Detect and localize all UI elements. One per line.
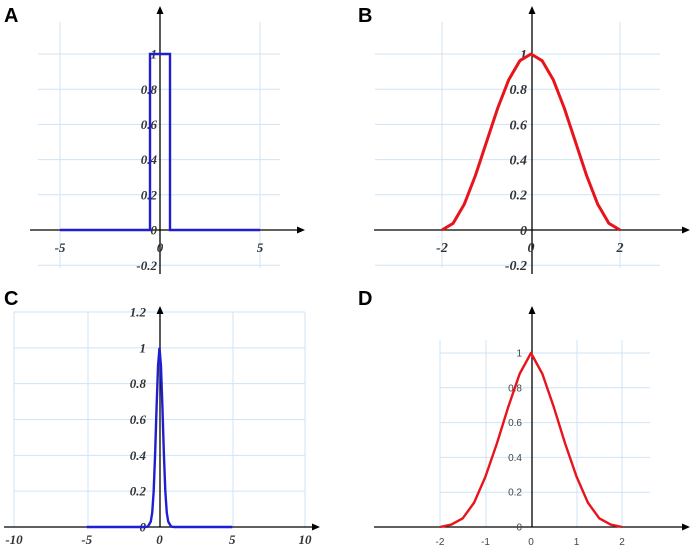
y-tick-label-d-0: 0 [516, 523, 522, 534]
x-tick-label-c-4: 10 [299, 532, 313, 547]
x-tick-label-d-3: 1 [574, 537, 580, 548]
x-axis-arrow-b [682, 226, 690, 234]
panels: -0.200.20.40.60.81-5 0 5-0.200.20.40.60.81… [4, 6, 690, 548]
y-tick-label-c-5: 1 [140, 340, 147, 355]
y-tick-label-c-2: 0.4 [130, 448, 147, 463]
y-tick-label-c-3: 0.6 [130, 412, 147, 427]
x-tick-label-d-0: -2 [436, 537, 445, 548]
y-tick-label-c-4: 0.8 [130, 376, 147, 391]
panel-label-a: A [4, 5, 18, 27]
y-tick-label-b-2: 0.2 [510, 189, 528, 204]
series-line-a-0 [60, 52, 260, 232]
x-axis-arrow-d [682, 523, 690, 531]
x-tick-label-b-1: 0 [528, 241, 535, 256]
x-tick-label-b-2: 2 [616, 241, 624, 256]
y-tick-label-b-4: 0.6 [510, 118, 528, 133]
y-axis-arrow-c [156, 306, 164, 314]
x-tick-label-a-2: 5 [257, 240, 264, 255]
x-axis-arrow-a [297, 226, 305, 234]
y-tick-label-c-6: 1.2 [130, 305, 147, 320]
x-tick-label-a-1: 0 [157, 240, 164, 255]
y-tick-label-a-1: 0 [151, 223, 158, 238]
y-tick-label-d-1: 0.2 [508, 488, 522, 499]
y-tick-label-b-6: 1 [520, 48, 527, 63]
x-axis-arrow-c [312, 523, 320, 531]
x-tick-label-d-4: 2 [619, 537, 625, 548]
x-tick-label-b-0: -2 [436, 241, 448, 256]
y-tick-label-d-2: 0.4 [508, 453, 522, 464]
y-tick-label-c-1: 0.2 [130, 484, 147, 499]
series-line-b-0 [441, 52, 621, 232]
chart-panel-d: 00.20.40.60.81-2 -1 0 1 2 [374, 306, 690, 548]
y-axis-arrow-b [528, 6, 536, 14]
panel-label-b: B [358, 5, 372, 27]
panel-label-c: C [4, 288, 18, 310]
series-line-c-0 [86, 347, 233, 529]
chart-panel-c: 00.20.40.60.811.2-10 -5 0 5 10 [4, 305, 320, 547]
panel-label-d: D [358, 288, 372, 310]
y-tick-label-a-0: -0.2 [136, 258, 157, 273]
y-tick-label-d-3: 0.6 [508, 418, 522, 429]
x-tick-label-c-3: 5 [229, 532, 236, 547]
y-tick-label-d-5: 1 [516, 349, 522, 360]
chart-panel-b: -0.200.20.40.60.81-2 0 2 [374, 6, 690, 274]
series-line-d-0 [439, 351, 623, 529]
y-axis-arrow-d [528, 306, 536, 314]
x-tick-label-d-1: -1 [481, 537, 490, 548]
x-tick-label-a-0: -5 [55, 240, 66, 255]
y-tick-label-b-0: -0.2 [505, 259, 527, 274]
x-tick-label-c-1: -5 [81, 532, 92, 547]
y-axis-arrow-a [156, 6, 164, 14]
y-tick-label-b-5: 0.8 [510, 83, 528, 98]
y-tick-label-b-1: 0 [520, 224, 527, 239]
x-tick-label-d-2: 0 [528, 537, 534, 548]
y-tick-label-b-3: 0.4 [510, 154, 528, 169]
chart-panel-a: -0.200.20.40.60.81-5 0 5 [30, 6, 305, 274]
x-tick-label-c-0: -10 [5, 532, 23, 547]
x-tick-label-c-2: 0 [156, 532, 163, 547]
